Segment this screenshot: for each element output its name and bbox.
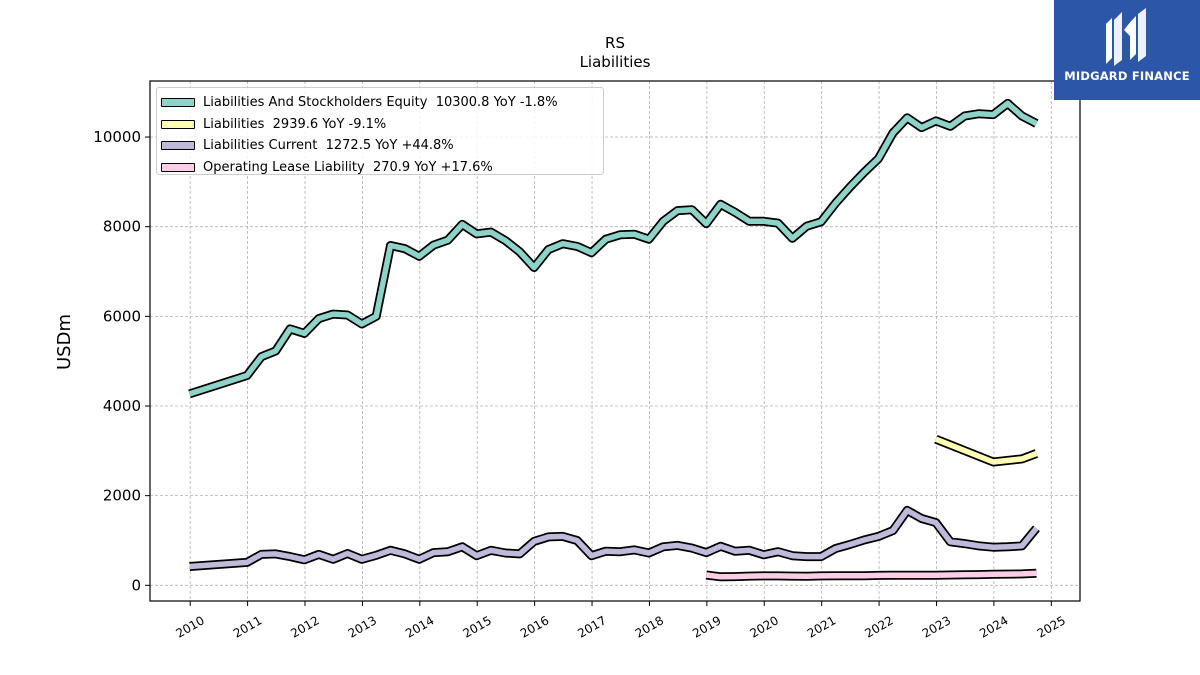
y-tick-label: 4000 xyxy=(103,397,141,415)
x-tick-label: 2020 xyxy=(748,613,781,640)
x-tick-label: 2014 xyxy=(403,613,436,640)
x-tick-label: 2010 xyxy=(173,613,206,640)
legend-swatch-equity xyxy=(161,98,195,108)
midgard-logo-icon xyxy=(1106,8,1146,66)
legend-item-lease: Operating Lease Liability 270.9 YoY +17.… xyxy=(157,157,603,179)
chart-subtitle: Liabilities xyxy=(580,53,651,71)
x-tick-label: 2015 xyxy=(460,613,493,640)
x-tick-label: 2013 xyxy=(346,613,379,640)
y-tick-label: 6000 xyxy=(103,307,141,325)
series-lines xyxy=(188,98,1040,582)
series-operating-lease-liability xyxy=(705,568,1037,582)
grid-lines xyxy=(150,81,1080,601)
x-tick-label: 2023 xyxy=(920,613,953,640)
y-axis: 0 2000 4000 6000 8000 10000 xyxy=(93,128,150,594)
x-axis: 2010 2011 2012 2013 2014 2015 2016 2017 2018 2019… xyxy=(173,601,1068,641)
y-tick-label: 10000 xyxy=(93,128,141,146)
legend-swatch-liabilities xyxy=(161,119,195,129)
chart-title: RS xyxy=(605,34,625,52)
x-tick-label: 2024 xyxy=(977,613,1010,640)
y-tick-label: 0 xyxy=(131,576,141,594)
series-liabilities-current xyxy=(189,505,1040,571)
plot-frame xyxy=(149,80,1081,602)
x-tick-label: 2019 xyxy=(690,613,723,640)
x-tick-label: 2025 xyxy=(1035,613,1068,640)
series-line xyxy=(189,507,1039,570)
brand-name: MIDGARD FINANCE xyxy=(1064,69,1190,83)
legend-item-current: Liabilities Current 1272.5 YoY +44.8% xyxy=(157,135,603,157)
x-tick-label: 2022 xyxy=(862,613,895,640)
series-liabilities xyxy=(934,435,1038,467)
series-line xyxy=(188,100,1038,397)
x-tick-label: 2012 xyxy=(288,613,321,640)
legend-swatch-current xyxy=(161,141,195,151)
y-axis-label: USDm xyxy=(54,314,75,370)
legend-swatch-lease xyxy=(161,162,195,172)
brand-logo: MIDGARD FINANCE xyxy=(1054,0,1200,100)
legend-item-liabilities: Liabilities 2939.6 YoY -9.1% xyxy=(157,114,603,136)
y-tick-label: 8000 xyxy=(103,218,141,236)
x-tick-label: 2021 xyxy=(805,613,838,640)
series-line xyxy=(705,570,1037,580)
legend-label-current: Liabilities Current 1272.5 YoY +44.8% xyxy=(203,138,454,154)
x-tick-label: 2016 xyxy=(518,613,551,640)
chart-legend: Liabilities And Stockholders Equity 1030… xyxy=(156,87,604,175)
legend-label-equity: Liabilities And Stockholders Equity 1030… xyxy=(203,95,558,111)
x-tick-label: 2017 xyxy=(575,613,608,640)
x-tick-label: 2011 xyxy=(231,613,264,640)
series-line xyxy=(934,436,1038,465)
y-tick-label: 2000 xyxy=(103,487,141,505)
legend-label-lease: Operating Lease Liability 270.9 YoY +17.… xyxy=(203,159,493,175)
x-tick-label: 2018 xyxy=(633,613,666,640)
legend-label-liabilities: Liabilities 2939.6 YoY -9.1% xyxy=(203,116,387,132)
series-liabilities-and-stockholders-equity xyxy=(188,98,1039,399)
legend-item-equity: Liabilities And Stockholders Equity 1030… xyxy=(157,92,603,114)
